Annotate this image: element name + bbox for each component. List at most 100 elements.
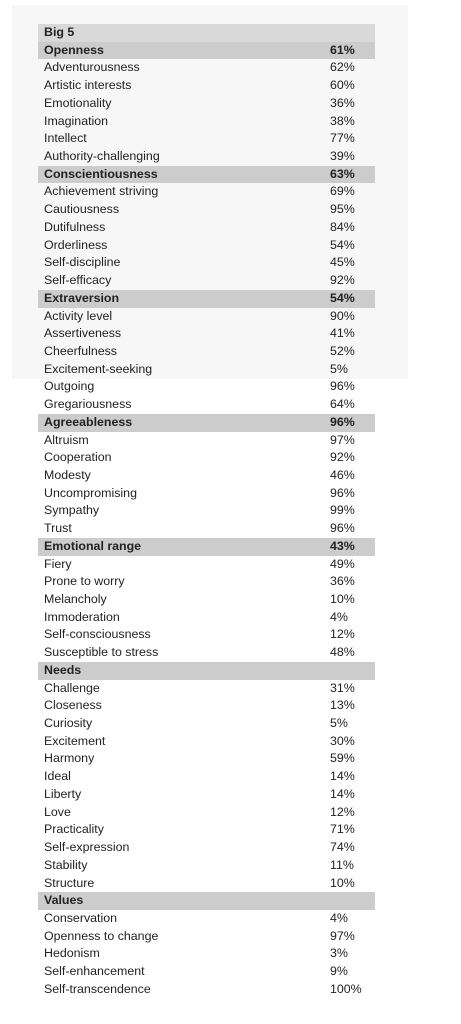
trait-score: 12% — [330, 804, 355, 819]
section-header-values: Values — [38, 892, 375, 910]
trait-score: 59% — [330, 751, 355, 766]
section-name: Values — [44, 893, 84, 908]
table-row: Immoderation 4% — [38, 609, 375, 627]
section-header-emotional-range: Emotional range 43% — [38, 537, 375, 556]
section-name: Openness — [44, 42, 104, 57]
trait-score: 38% — [330, 113, 355, 128]
trait-score: 84% — [330, 219, 355, 234]
table-title: Big 5 — [44, 25, 75, 39]
table-row: Susceptible to stress 48% — [38, 644, 375, 662]
table-row: Imagination 38% — [38, 113, 375, 131]
trait-score: 39% — [330, 149, 355, 164]
trait-score: 99% — [330, 503, 355, 518]
trait-score: 10% — [330, 592, 355, 606]
table-row: Self-expression 74% — [38, 839, 375, 857]
trait-score: 45% — [330, 255, 355, 270]
section-header-extraversion: Extraversion 54% — [38, 289, 375, 308]
trait-score: 64% — [330, 397, 355, 412]
trait-score: 4% — [330, 609, 348, 624]
trait-score: 71% — [330, 822, 355, 837]
trait-label: Fiery — [44, 556, 72, 571]
trait-label: Ideal — [44, 769, 71, 784]
trait-score: 14% — [330, 769, 355, 784]
trait-label: Melancholy — [44, 592, 107, 606]
table-row: Conservation 4% — [38, 910, 375, 928]
trait-label: Prone to worry — [44, 574, 125, 589]
trait-label: Emotionality — [44, 95, 112, 110]
trait-label: Openness to change — [44, 928, 159, 943]
table-row: Trust 96% — [38, 520, 375, 538]
trait-score: 100% — [330, 981, 362, 996]
trait-score: 14% — [330, 786, 355, 801]
trait-label: Love — [44, 804, 71, 819]
trait-label: Imagination — [44, 113, 109, 128]
trait-label: Self-consciousness — [44, 627, 151, 642]
trait-score: 90% — [330, 308, 355, 323]
trait-score: 62% — [330, 60, 355, 75]
trait-score: 74% — [330, 840, 355, 855]
trait-score: 97% — [330, 432, 355, 447]
trait-label: Uncompromising — [44, 485, 137, 500]
trait-label: Excitement — [44, 733, 106, 748]
table-row: Sympathy 99% — [38, 502, 375, 520]
table-row: Excitement 30% — [38, 733, 375, 751]
trait-label: Self-transcendence — [44, 981, 151, 996]
table-row: Outgoing 96% — [38, 378, 375, 396]
trait-label: Practicality — [44, 822, 104, 837]
trait-label: Self-enhancement — [44, 964, 145, 979]
trait-label: Closeness — [44, 698, 102, 713]
trait-label: Challenge — [44, 680, 100, 695]
trait-label: Self-expression — [44, 840, 130, 855]
trait-score: 97% — [330, 928, 355, 943]
background-panel — [12, 5, 408, 379]
table-row: Gregariousness 64% — [38, 396, 375, 414]
table-row: Practicality 71% — [38, 821, 375, 839]
trait-label: Gregariousness — [44, 397, 132, 412]
trait-score: 13% — [330, 698, 355, 713]
trait-score: 60% — [330, 78, 355, 93]
trait-score: 12% — [330, 627, 355, 642]
trait-score: 5% — [330, 361, 348, 376]
table-row: Self-discipline 45% — [38, 254, 375, 272]
table-row: Artistic interests 60% — [38, 77, 375, 95]
section-score: 43% — [330, 538, 355, 553]
trait-score: 36% — [330, 95, 355, 110]
trait-label: Liberty — [44, 786, 82, 801]
section-score: 54% — [330, 290, 355, 305]
table-row: Prone to worry 36% — [38, 573, 375, 591]
section-score: 96% — [330, 414, 355, 429]
table-row: Dutifulness 84% — [38, 219, 375, 237]
trait-score: 9% — [330, 964, 348, 979]
section-header-agreeableness: Agreeableness 96% — [38, 413, 375, 432]
table-row: Intellect 77% — [38, 130, 375, 148]
trait-label: Sympathy — [44, 503, 100, 518]
section-name: Conscientiousness — [44, 166, 158, 181]
trait-score: 77% — [330, 131, 355, 146]
trait-label: Self-discipline — [44, 255, 121, 270]
trait-label: Structure — [44, 875, 95, 890]
table-row: Closeness 13% — [38, 697, 375, 715]
trait-label: Orderliness — [44, 237, 108, 252]
trait-score: 96% — [330, 379, 355, 394]
table-row: Self-efficacy 92% — [38, 272, 375, 290]
table-row: Curiosity 5% — [38, 715, 375, 733]
section-score: 61% — [330, 42, 355, 57]
section-name: Emotional range — [44, 538, 142, 553]
trait-score: 30% — [330, 733, 355, 748]
section-header-conscientiousness: Conscientiousness 63% — [38, 165, 375, 184]
trait-score: 4% — [330, 910, 348, 925]
table-row: Ideal 14% — [38, 768, 375, 786]
trait-score: 52% — [330, 343, 355, 358]
trait-label: Curiosity — [44, 716, 93, 731]
trait-score: 92% — [330, 273, 355, 288]
table-row: Self-enhancement 9% — [38, 963, 375, 981]
table-row: Self-consciousness 12% — [38, 626, 375, 644]
trait-score: 96% — [330, 485, 355, 500]
table-row: Emotionality 36% — [38, 95, 375, 113]
trait-label: Cheerfulness — [44, 343, 118, 358]
section-header-openness: Openness 61% — [38, 41, 375, 60]
table-row: Modesty 46% — [38, 467, 375, 485]
table-row: Challenge 31% — [38, 680, 375, 698]
trait-score: 11% — [330, 857, 354, 872]
trait-score: 31% — [330, 680, 355, 695]
